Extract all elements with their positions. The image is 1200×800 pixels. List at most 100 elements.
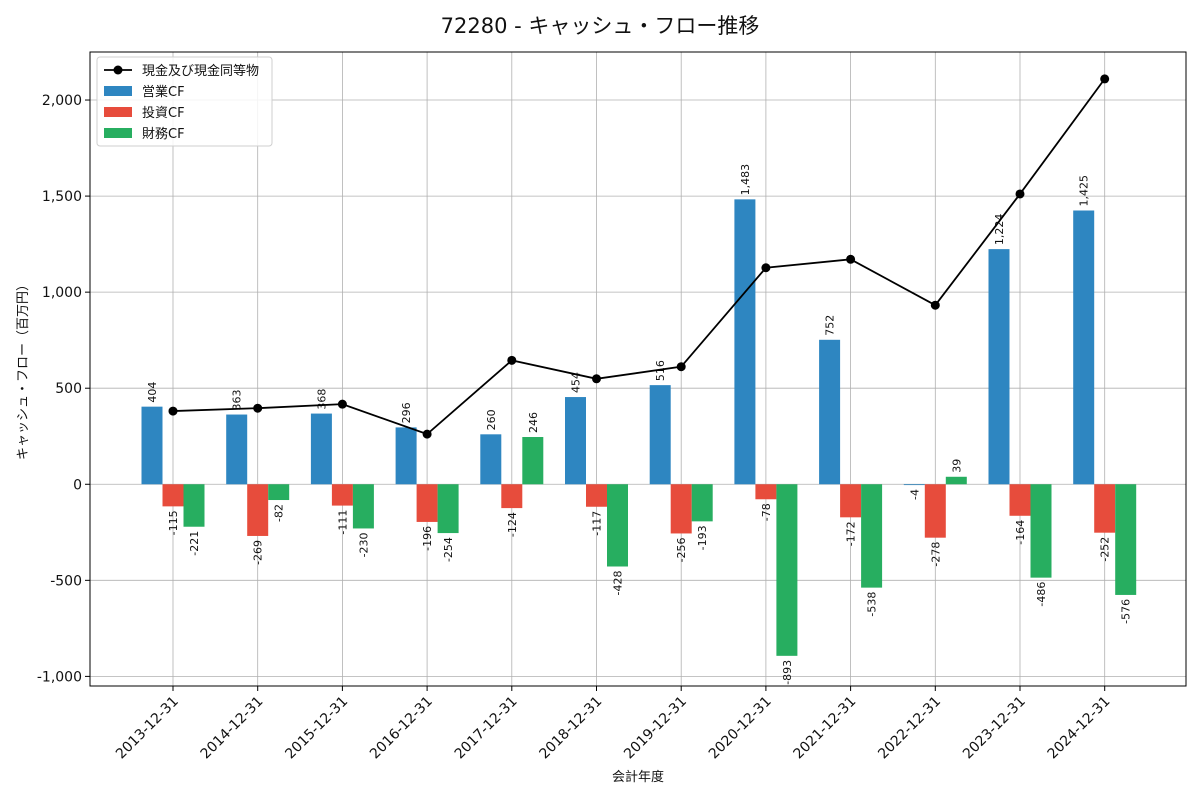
- bar: [924, 484, 946, 538]
- x-tick-label: 2013-12-31: [113, 694, 182, 763]
- bar: [1094, 484, 1116, 533]
- bar-value-label: -196: [421, 526, 434, 551]
- bar: [819, 339, 841, 485]
- y-tick-label: -500: [50, 573, 82, 589]
- cash-line-point: [253, 403, 263, 413]
- legend-swatch: [104, 107, 132, 117]
- legend-label: 財務CF: [142, 127, 185, 142]
- cash-line-point: [930, 300, 940, 310]
- y-tick-label: 0: [73, 477, 82, 493]
- cash-line: [168, 74, 1110, 439]
- legend-box: [96, 56, 273, 147]
- bar: [565, 397, 586, 485]
- bar: [352, 484, 374, 529]
- legend-marker: [113, 65, 123, 75]
- cash-line-point: [1015, 189, 1025, 199]
- bar: [776, 484, 798, 656]
- plot-frame: [89, 51, 1187, 687]
- bar-value-label: -82: [273, 504, 286, 522]
- bars: [141, 199, 1137, 656]
- bar-value-label: -230: [357, 532, 370, 557]
- y-tick-label: 500: [55, 381, 82, 397]
- bar: [861, 484, 883, 588]
- bar: [268, 484, 290, 501]
- chart-title: 72280 - キャッシュ・フロー推移: [441, 14, 760, 38]
- x-tick-label: 2018-12-31: [536, 694, 605, 763]
- x-tick-label: 2022-12-31: [875, 694, 944, 763]
- x-tick-label: 2015-12-31: [282, 694, 351, 763]
- bar-value-label: 296: [400, 402, 413, 423]
- cash-line-path: [172, 78, 1106, 436]
- bar-value-label: 1,224: [993, 214, 1006, 246]
- bar: [945, 476, 967, 485]
- bar-value-label: -254: [442, 537, 455, 562]
- x-tick-label: 2023-12-31: [960, 694, 1029, 763]
- y-tick-label: 1,000: [42, 285, 82, 301]
- bar-value-label: 246: [527, 412, 540, 433]
- bar-value-label: 368: [315, 389, 328, 410]
- bar: [310, 413, 332, 485]
- bar-value-label: -172: [845, 521, 858, 546]
- bar-value-label: 363: [231, 390, 244, 411]
- bar-value-label: -538: [866, 592, 879, 617]
- bar-labels: 404 363 368 296 260 454 516 1,483 752 -4 1,224 1,42…: [146, 164, 1133, 685]
- bar-value-label: -252: [1099, 537, 1112, 562]
- x-tick-label: 2014-12-31: [198, 694, 267, 763]
- bar-value-label: -117: [591, 511, 604, 536]
- cash-line-point: [507, 355, 517, 365]
- bar: [183, 484, 205, 527]
- bar: [1073, 210, 1095, 485]
- bar: [162, 484, 184, 507]
- x-axis-label: 会計年度: [612, 769, 664, 785]
- bar: [988, 249, 1010, 485]
- bar: [1009, 484, 1031, 516]
- bar: [840, 484, 862, 518]
- bar-value-label: 1,425: [1078, 175, 1091, 207]
- cash-line-point: [761, 263, 771, 273]
- bar: [480, 434, 502, 485]
- bar: [141, 406, 163, 485]
- bar-value-label: -256: [675, 537, 688, 562]
- legend-swatch: [104, 128, 132, 138]
- bar: [416, 484, 438, 522]
- bar: [522, 437, 544, 485]
- y-tick-label: 2,000: [42, 93, 82, 109]
- bar-value-label: -193: [696, 525, 709, 550]
- x-tick-label: 2016-12-31: [367, 694, 436, 763]
- y-tick-label: 1,500: [42, 189, 82, 205]
- cash-line-point: [592, 374, 601, 384]
- bar-value-label: -164: [1014, 520, 1027, 545]
- bar-value-label: -269: [252, 540, 265, 565]
- bar-value-label: -221: [188, 531, 201, 556]
- cash-line-point: [1100, 74, 1110, 84]
- bar: [755, 484, 777, 500]
- x-axis: 2013-12-31 2014-12-31 2015-12-31 2016-12-31…: [113, 686, 1114, 762]
- bar: [1115, 484, 1137, 595]
- bar: [501, 484, 523, 509]
- bar-value-label: -486: [1035, 582, 1048, 607]
- bar-value-label: -278: [929, 542, 942, 567]
- bar-value-label: 1,483: [739, 164, 752, 196]
- x-tick-label: 2017-12-31: [452, 694, 521, 763]
- x-tick-label: 2024-12-31: [1045, 694, 1114, 763]
- bar: [226, 414, 248, 485]
- y-axis-label: キャッシュ・フロー（百万円）: [16, 278, 31, 460]
- legend-label: 現金及び現金同等物: [142, 63, 259, 79]
- legend-swatch: [104, 86, 132, 96]
- x-tick-label: 2021-12-31: [791, 694, 860, 763]
- bar: [247, 484, 269, 536]
- bar-value-label: -428: [612, 571, 625, 596]
- bar-value-label: -4: [908, 489, 921, 500]
- bar-value-label: -893: [781, 660, 794, 685]
- legend-label: 営業CF: [142, 84, 185, 100]
- bar-value-label: 260: [485, 409, 498, 430]
- x-tick-label: 2020-12-31: [706, 694, 775, 763]
- bar-value-label: 454: [570, 372, 583, 393]
- cash-line-point: [337, 399, 347, 409]
- cash-line-point: [676, 362, 686, 372]
- bar: [1030, 484, 1052, 578]
- x-tick-label: 2019-12-31: [621, 694, 690, 763]
